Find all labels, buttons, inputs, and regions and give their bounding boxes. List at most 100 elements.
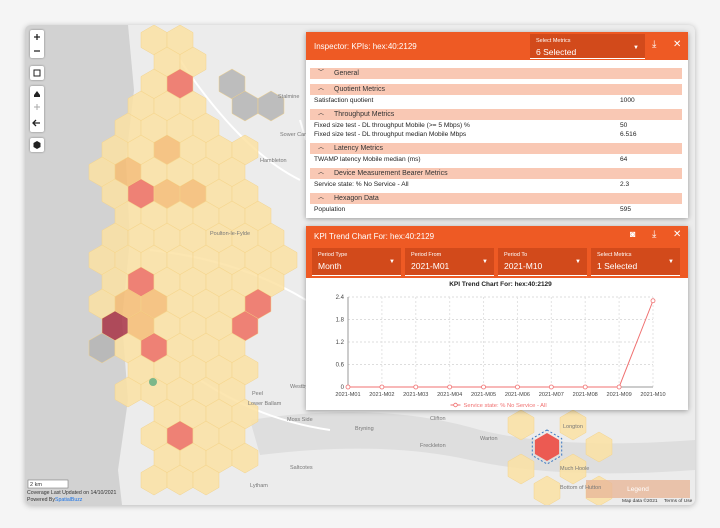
hexagon — [533, 475, 561, 505]
x-tick-label: 2021-M02 — [369, 392, 394, 398]
section-header[interactable]: ︿ Throughput Metrics — [310, 109, 682, 120]
period-select[interactable]: Period To 2021-M10 ▼ — [498, 248, 587, 276]
metric-label: Population — [314, 206, 346, 213]
point-marker — [548, 384, 554, 390]
x-tick-label: 2021-M10 — [640, 392, 665, 398]
chevron: ︿ — [318, 170, 325, 176]
hexagon — [559, 409, 587, 441]
period-select[interactable]: Period From 2021-M01 ▼ — [405, 248, 494, 276]
legend-label[interactable]: Service state: % No Service - All — [464, 403, 547, 409]
metric-value: 595 — [620, 206, 632, 213]
section-header[interactable]: ︿ Hexagon Data — [310, 193, 682, 204]
section-header[interactable]: ︿ Device Measurement Bearer Metrics — [310, 168, 682, 179]
camera-button[interactable]: ◙ — [630, 229, 636, 239]
point-marker — [582, 384, 588, 390]
layer-button[interactable] — [30, 66, 44, 80]
point-marker — [481, 384, 486, 390]
select-label: Period To — [504, 252, 528, 258]
metric-value: 64 — [620, 156, 628, 163]
download-button[interactable]: ⤓ — [652, 39, 657, 50]
point-marker — [616, 384, 622, 390]
scale-label: 2 km — [30, 482, 42, 488]
point-marker — [345, 384, 351, 390]
legend-marker — [453, 402, 458, 408]
metric-label: Service state: % No Service - All — [314, 181, 409, 188]
attribution: Map data ©2021 — [622, 497, 658, 504]
metric-row: TWAMP latency Mobile median (ms) 64 — [314, 155, 682, 164]
dropdown-caret: ▼ — [482, 259, 488, 265]
scale-bar — [27, 479, 69, 489]
select-label: Period Type — [318, 252, 348, 258]
hex-button[interactable] — [30, 138, 44, 152]
chevron: ︿ — [318, 145, 325, 151]
trend-title: KPI Trend Chart For: hex:40:2129 — [314, 232, 435, 241]
metric-label: Fixed size test - DL throughput median M… — [314, 131, 467, 138]
section-header[interactable]: ︿ Quotient Metrics — [310, 84, 682, 95]
metric-label: Fixed size test - DL throughput Mobile (… — [314, 122, 470, 129]
dropdown-caret: ▼ — [668, 259, 674, 265]
coverage-note: Coverage Last Updated on 14/10/2021 — [27, 490, 117, 496]
legend-button[interactable] — [586, 480, 690, 498]
metrics-select[interactable]: Select Metrics 6 Selected ▼ — [530, 34, 645, 59]
y-tick-label: 1.2 — [336, 340, 345, 346]
metric-value: 50 — [620, 122, 628, 129]
metric-label: Satisfaction quotient — [314, 97, 374, 104]
close-button[interactable]: ✕ — [673, 39, 682, 50]
place-label: Sower Car — [280, 132, 306, 138]
inspector-header: Inspector: KPIs: hex:40:2129 Select Metr… — [306, 32, 688, 60]
zoom-control[interactable] — [30, 30, 44, 58]
select-label: Select Metrics — [597, 252, 632, 258]
hexagon — [585, 431, 613, 463]
period-select[interactable]: Select Metrics 1 Selected ▼ — [591, 248, 680, 276]
metric-row: Satisfaction quotient 1000 — [314, 96, 682, 105]
section-title: General — [334, 70, 359, 77]
place-label: Moss Side — [287, 417, 313, 423]
series-line — [348, 300, 654, 388]
place-label: Bottom of Hutton — [560, 485, 601, 491]
dropdown-caret: ▼ — [575, 259, 581, 265]
place-label: Peel — [252, 391, 263, 397]
hexagon — [231, 442, 259, 474]
section-title: Quotient Metrics — [334, 86, 385, 93]
metric-row: Fixed size test - DL throughput median M… — [314, 130, 682, 139]
place-label: Bryning — [355, 426, 374, 432]
chevron: ﹀ — [318, 70, 325, 76]
x-tick-label: 2021-M03 — [403, 392, 428, 398]
select-value: 1 Selected — [597, 261, 638, 271]
section-header[interactable]: ﹀ General — [310, 68, 682, 79]
x-tick-label: 2021-M05 — [471, 392, 496, 398]
metric-value: 6.516 — [620, 131, 637, 138]
close-button[interactable]: ✕ — [673, 229, 682, 240]
dropdown-caret: ▼ — [389, 259, 395, 265]
hexagon — [507, 453, 535, 485]
brand-link[interactable]: SpatialBuzz — [55, 497, 83, 503]
dropdown-caret: ▼ — [633, 45, 639, 51]
section-header[interactable]: ︿ Latency Metrics — [310, 143, 682, 154]
metric-value: 2.3 — [620, 181, 630, 188]
terms-link[interactable]: Terms of Use — [664, 498, 693, 504]
place-label: Poulton-le-Fylde — [210, 231, 250, 237]
legend-label[interactable]: Legend — [627, 486, 649, 493]
hexagon — [507, 409, 535, 441]
inspector-panel: Inspector: KPIs: hex:40:2129 Select Metr… — [306, 32, 688, 218]
section-title: Device Measurement Bearer Metrics — [334, 170, 448, 177]
point-marker — [650, 298, 656, 304]
period-select[interactable]: Period Type Month ▼ — [312, 248, 401, 276]
chevron: ︿ — [318, 111, 325, 117]
place-label: Stalmine — [278, 94, 299, 100]
metric-row: Population 595 — [314, 205, 682, 214]
selected-hexagon — [531, 429, 563, 465]
tool-buttons[interactable] — [30, 86, 44, 132]
hexagon — [257, 90, 285, 122]
y-tick-label: 0.6 — [336, 363, 345, 369]
estuary — [250, 412, 695, 474]
y-tick-label: 0 — [341, 385, 345, 391]
trend-panel: KPI Trend Chart For: hex:40:2129 ◙ ⤓ ✕ P… — [306, 226, 688, 410]
download-button[interactable]: ⤓ — [652, 229, 657, 240]
select-value: 2021-M01 — [411, 261, 450, 271]
x-tick-label: 2021-M08 — [573, 392, 598, 398]
trend-header: KPI Trend Chart For: hex:40:2129 ◙ ⤓ ✕ P… — [306, 226, 688, 278]
select-value: 6 Selected — [536, 47, 577, 57]
x-tick-label: 2021-M07 — [539, 392, 564, 398]
